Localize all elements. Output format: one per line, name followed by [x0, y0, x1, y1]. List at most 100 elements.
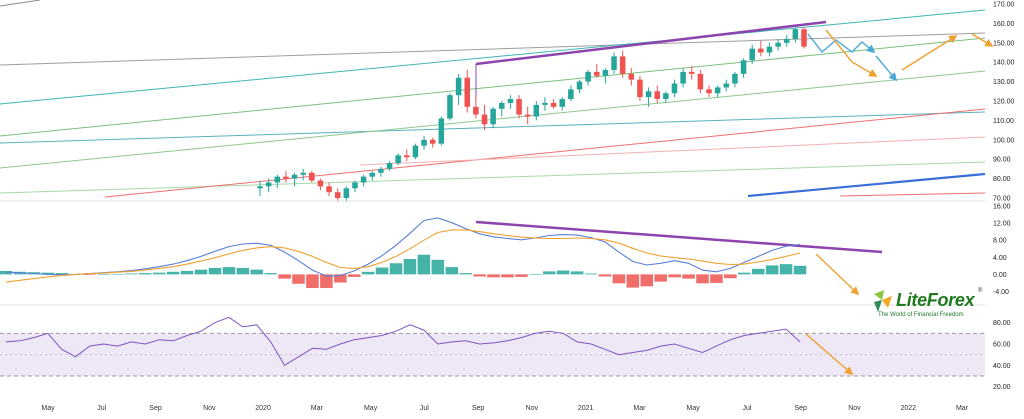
brand-logo: LiteForex ® The World of Financial Freed…: [872, 286, 992, 326]
macd-histogram-bar: [152, 272, 166, 275]
macd-histogram-bar: [83, 274, 96, 275]
y-tick-label: 16.00: [993, 204, 1011, 211]
macd-histogram-bar: [180, 270, 194, 275]
macd-signal-line: [5, 229, 801, 283]
x-tick-label: Jul: [420, 405, 429, 412]
x-tick-label: May: [41, 405, 55, 412]
macd-histogram-bar: [779, 264, 793, 275]
macd-histogram-bar: [264, 273, 277, 275]
candle-body: [386, 163, 393, 169]
candle-body: [533, 104, 540, 117]
candle-body: [360, 176, 367, 183]
macd-histogram-bar: [306, 274, 319, 289]
macd-histogram-bar: [738, 272, 751, 275]
candle-body: [775, 42, 781, 47]
x-tick-label: Nov: [848, 405, 861, 412]
macd-histogram-layer: [0, 254, 807, 289]
y-tick-label: 80.00: [993, 320, 1011, 327]
macd-histogram-bar: [626, 274, 640, 288]
candle-body: [576, 81, 583, 90]
y-tick-label: 170.00: [993, 2, 1015, 9]
candle-body: [663, 93, 669, 100]
trendline-layer: [0, 0, 986, 254]
rsi-band: [0, 333, 985, 376]
candles-layer: [257, 27, 807, 202]
macd-histogram-bar: [765, 265, 779, 275]
candle-body: [395, 155, 401, 164]
x-tick-label: Sep: [149, 405, 162, 412]
x-tick-label: Jul: [742, 405, 751, 412]
x-tick-label: Nov: [203, 405, 216, 412]
y-tick-label: 70.00: [993, 196, 1011, 203]
axis-layer: 170.00 160.00 150.00 140.00 130.00 120.00 110.…: [0, 2, 1015, 412]
x-tick-label: Sep: [794, 405, 807, 412]
macd-histogram-bar: [598, 274, 612, 277]
macd-histogram-bar: [236, 267, 250, 275]
macd-histogram-bar: [584, 273, 598, 275]
trendline: [0, 37, 986, 137]
macd-histogram-bar: [710, 274, 723, 283]
macd-histogram-bar: [696, 274, 709, 284]
candle-body: [499, 102, 505, 109]
candle-body: [792, 29, 799, 39]
macd-histogram-bar: [194, 269, 208, 275]
y-tick-label: 150.00: [993, 40, 1015, 47]
x-tick-label: May: [364, 405, 378, 412]
macd-histogram-bar: [654, 274, 667, 282]
y-tick-label: 12.00: [993, 221, 1011, 228]
macd-histogram-bar: [292, 274, 305, 284]
macd-histogram-bar: [668, 274, 681, 278]
macd-histogram-bar: [125, 273, 138, 275]
trendline: [104, 108, 986, 198]
candle-body: [688, 71, 695, 74]
macd-histogram-bar: [278, 274, 291, 279]
y-tick-label: 60.00: [993, 342, 1011, 349]
macd-histogram-bar: [682, 274, 695, 279]
candle-body: [542, 102, 548, 105]
macd-line: [5, 217, 801, 277]
macd-histogram-bar: [347, 274, 361, 277]
candle-body: [447, 95, 453, 119]
candle-body: [516, 99, 522, 115]
macd-histogram-bar: [501, 274, 514, 278]
x-tick-label: 2022: [900, 405, 916, 412]
candle-body: [378, 168, 384, 173]
y-tick-label: 130.00: [993, 79, 1015, 86]
rsi-band-layer: [0, 332, 985, 377]
y-tick-label: 20.00: [993, 384, 1011, 391]
candle-body: [568, 89, 574, 100]
candle-body: [291, 174, 298, 179]
candle-body: [412, 145, 419, 158]
macd-histogram-bar: [208, 267, 222, 275]
candle-body: [265, 182, 272, 187]
x-tick-label: May: [687, 405, 701, 412]
forecast-arrow-orange: [901, 35, 958, 71]
candle-body: [343, 188, 350, 198]
candle-body: [706, 89, 712, 94]
trendline: [747, 172, 986, 198]
candle-body: [645, 91, 652, 98]
candle-body: [766, 46, 773, 53]
candle-body: [524, 114, 531, 117]
x-tick-label: Nov: [526, 405, 539, 412]
macd-histogram-bar: [222, 267, 236, 275]
candle-body: [801, 29, 807, 47]
x-tick-label: 2020: [255, 405, 271, 412]
forecast-arrow-orange: [825, 29, 878, 77]
macd-histogram-bar: [793, 265, 807, 275]
candle-body: [740, 60, 747, 74]
candle-body: [783, 38, 790, 43]
candle-body: [421, 139, 427, 146]
candle-body: [585, 71, 591, 82]
macd-histogram-bar: [55, 273, 68, 275]
x-tick-label: Mar: [956, 405, 969, 412]
macd-histogram-bar: [459, 273, 472, 275]
candle-body: [611, 56, 617, 70]
macd-histogram-bar: [375, 267, 389, 275]
macd-histogram-bar: [487, 274, 500, 278]
candle-body: [732, 73, 738, 84]
candle-body: [758, 48, 764, 53]
candle-body: [628, 73, 635, 80]
